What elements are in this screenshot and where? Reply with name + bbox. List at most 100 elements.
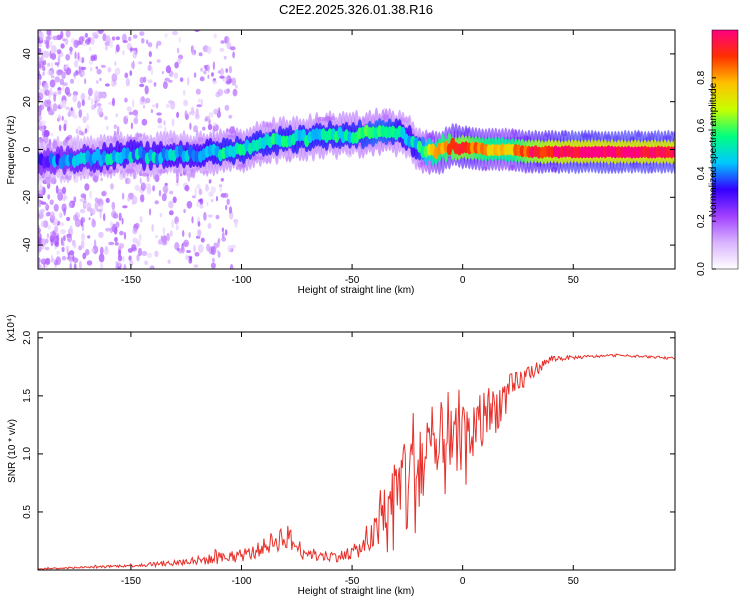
heatmap-speckle bbox=[203, 70, 207, 75]
heatmap-speckle bbox=[46, 106, 51, 112]
heatmap-speckle bbox=[101, 92, 106, 98]
heatmap-speckle bbox=[186, 250, 191, 253]
heatmap-speckle bbox=[94, 201, 99, 211]
heatmap-speckle bbox=[223, 55, 227, 60]
heatmap-speckle bbox=[189, 256, 193, 261]
heatmap-speckle bbox=[155, 43, 158, 49]
heatmap-speckle bbox=[70, 107, 73, 112]
spectrogram-y-ticks: -40 -20 0 20 40 bbox=[22, 48, 675, 252]
heatmap-speckle bbox=[194, 187, 197, 196]
heatmap-speckle bbox=[226, 198, 230, 205]
x-tick-label: -50 bbox=[345, 576, 360, 587]
heatmap-speckle bbox=[64, 86, 70, 95]
snr-multiplier: (x10⁴) bbox=[6, 314, 17, 341]
heatmap-speckle bbox=[84, 183, 90, 191]
heatmap-speckle bbox=[141, 96, 145, 103]
heatmap-speckle bbox=[100, 64, 106, 68]
heatmap-speckle bbox=[129, 260, 134, 266]
heatmap-speckle bbox=[78, 260, 82, 269]
heatmap-speckle bbox=[157, 239, 163, 245]
heatmap-speckle bbox=[38, 236, 41, 245]
heatmap-speckle bbox=[173, 72, 179, 79]
heatmap-speckle bbox=[57, 55, 61, 65]
heatmap-speckle bbox=[66, 216, 71, 222]
heatmap-speckle bbox=[229, 264, 234, 269]
heatmap-speckle bbox=[73, 39, 79, 48]
heatmap-speckle bbox=[62, 85, 65, 91]
heatmap-speckle bbox=[96, 68, 102, 75]
heatmap-speckle bbox=[78, 245, 82, 251]
y-tick-label: 20 bbox=[22, 96, 33, 108]
heatmap-speckle bbox=[147, 42, 153, 48]
heatmap-speckle bbox=[217, 251, 221, 258]
heatmap-speckle bbox=[105, 35, 111, 44]
heatmap-speckle bbox=[191, 195, 196, 199]
heatmap-speckle bbox=[125, 177, 131, 185]
heatmap-speckle bbox=[171, 219, 175, 229]
heatmap-speckle bbox=[229, 46, 236, 51]
heatmap-speckle bbox=[45, 212, 49, 217]
heatmap-speckle bbox=[234, 221, 238, 228]
heatmap-speckle bbox=[45, 257, 51, 265]
heatmap-speckle bbox=[73, 72, 77, 77]
heatmap-speckle bbox=[183, 101, 189, 107]
heatmap-speckle bbox=[87, 96, 91, 101]
heatmap-speckle bbox=[212, 80, 218, 85]
snr-series-line bbox=[38, 353, 675, 570]
heatmap-speckle bbox=[47, 194, 51, 200]
heatmap-speckle bbox=[62, 38, 66, 42]
y-tick-label: 1.5 bbox=[22, 388, 33, 402]
heatmap-speckle bbox=[162, 81, 168, 89]
heatmap-speckle bbox=[61, 186, 67, 194]
heatmap-speckle bbox=[218, 107, 221, 113]
heatmap-speckle bbox=[219, 75, 225, 79]
heatmap-speckle bbox=[154, 250, 159, 258]
heatmap-speckle bbox=[122, 50, 125, 55]
heatmap-speckle bbox=[149, 61, 152, 65]
heatmap-speckle bbox=[40, 258, 47, 265]
heatmap-speckle bbox=[235, 84, 238, 89]
heatmap-speckle bbox=[207, 74, 210, 79]
heatmap-speckle bbox=[205, 185, 210, 192]
heatmap-speckle bbox=[46, 30, 52, 36]
heatmap-speckle bbox=[62, 99, 67, 107]
heatmap-speckle bbox=[53, 93, 57, 102]
heatmap-speckle bbox=[59, 101, 64, 108]
heatmap-speckle bbox=[181, 246, 185, 254]
heatmap-speckle bbox=[197, 221, 201, 227]
heatmap-speckle bbox=[132, 227, 138, 235]
heatmap-speckle bbox=[131, 200, 135, 205]
y-tick-label: 0 bbox=[22, 146, 33, 152]
heatmap-speckle bbox=[103, 213, 106, 222]
heatmap-speckle bbox=[47, 62, 51, 67]
heatmap-speckle bbox=[213, 33, 217, 39]
heatmap-speckle bbox=[146, 252, 153, 258]
heatmap-speckle bbox=[50, 40, 53, 50]
heatmap-speckle bbox=[217, 88, 224, 96]
heatmap-speckle bbox=[61, 71, 66, 80]
heatmap-speckle bbox=[61, 246, 65, 253]
heatmap-speckle bbox=[166, 233, 170, 242]
heatmap-speckle bbox=[144, 260, 149, 266]
heatmap-speckle bbox=[121, 192, 125, 200]
heatmap-speckle bbox=[139, 177, 142, 184]
heatmap-speckle bbox=[106, 125, 109, 131]
heatmap-speckle bbox=[202, 126, 206, 131]
heatmap-speckle bbox=[86, 260, 93, 266]
heatmap-speckle bbox=[114, 242, 119, 246]
heatmap-speckle bbox=[188, 232, 191, 238]
heatmap-speckle bbox=[111, 36, 116, 41]
heatmap-speckle bbox=[225, 204, 228, 211]
heatmap-speckle bbox=[73, 242, 77, 249]
heatmap-speckle bbox=[126, 106, 132, 112]
heatmap-speckle bbox=[65, 136, 70, 141]
colorbar: 0.0 0.2 0.4 0.6 0.8 Normalized spectral ampl… bbox=[696, 29, 739, 276]
heatmap-speckle bbox=[228, 206, 233, 214]
heatmap-speckle bbox=[81, 71, 86, 76]
colorbar-tick-label: 0.2 bbox=[696, 214, 707, 228]
heatmap-speckle bbox=[114, 61, 117, 66]
heatmap-speckle bbox=[96, 208, 103, 213]
x-tick-label: -50 bbox=[345, 275, 360, 286]
heatmap-speckle bbox=[225, 68, 228, 73]
heatmap-speckle bbox=[99, 262, 104, 269]
